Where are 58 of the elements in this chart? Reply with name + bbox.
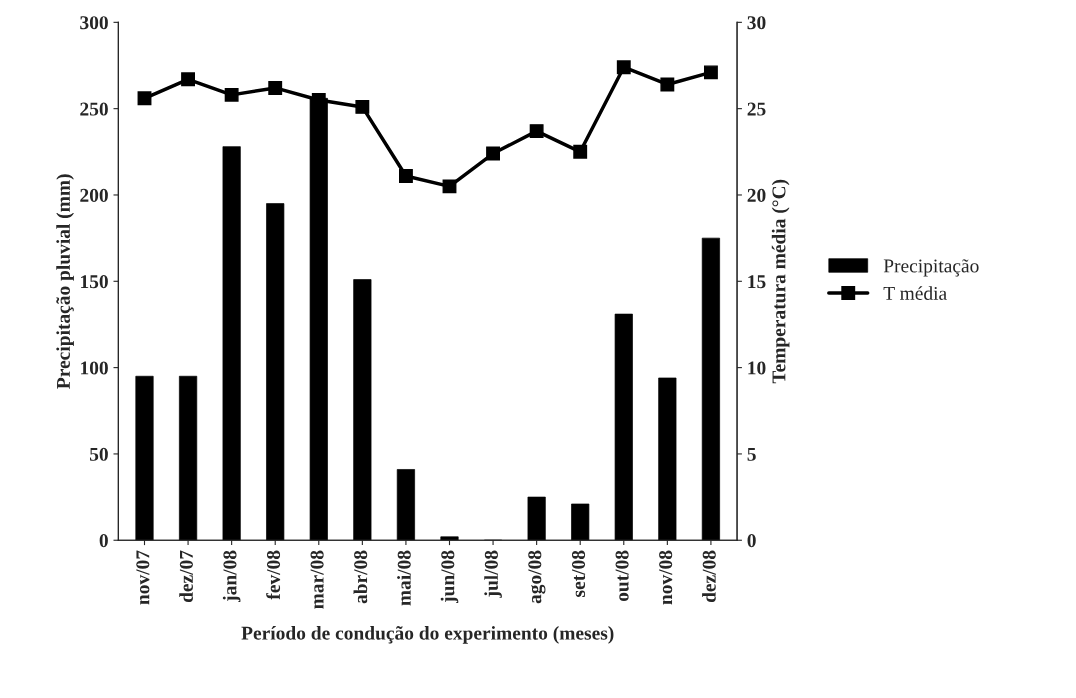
y-tick-label: 200	[80, 188, 108, 202]
y2-tick-label: 30	[747, 16, 766, 30]
x-tick-label: jan/08	[222, 550, 241, 602]
x-tick-label: nov/08	[659, 550, 673, 605]
legend-label: Precipitação	[883, 259, 979, 277]
bar	[135, 375, 154, 541]
y2-tick-label: 5	[747, 447, 756, 461]
y2-tick-label: 25	[747, 102, 766, 116]
bar	[396, 469, 415, 541]
point	[398, 169, 413, 183]
x-axis-title: Período de condução do experimento (meses)	[241, 626, 614, 644]
y2-tick-label: 20	[747, 188, 766, 202]
x-tick-label: fev/08	[266, 550, 281, 600]
bar	[658, 377, 677, 541]
x-tick-label: abr/08	[353, 550, 368, 604]
y-axis-title: Precipitação pluvial (mm)	[56, 174, 74, 389]
point	[355, 99, 370, 114]
x-tick-label: mar/08	[310, 550, 324, 609]
y2-tick-label: 0	[747, 534, 756, 548]
bar	[179, 375, 198, 541]
bar	[527, 496, 546, 541]
point	[224, 87, 239, 102]
x-tick-label: dez/08	[702, 550, 716, 603]
y-tick-label: 250	[80, 102, 108, 116]
y2-axis-title: Temperatura média (°C)	[771, 179, 790, 384]
y2-tick-label: 10	[748, 361, 766, 375]
point	[268, 80, 283, 95]
bar	[440, 536, 459, 541]
legend-label: T média	[883, 286, 947, 300]
bar	[353, 279, 372, 541]
point	[573, 144, 588, 159]
x-tick-label: dez/07	[179, 550, 193, 603]
point	[486, 146, 501, 161]
point	[703, 65, 718, 80]
y-tick-label: 50	[89, 447, 108, 461]
y2-tick-label: 15	[748, 275, 766, 289]
x-tick-label: set/08	[571, 550, 586, 597]
y-tick-label: 100	[81, 361, 108, 375]
point	[660, 77, 675, 92]
bar	[571, 503, 590, 541]
point	[529, 124, 544, 139]
point	[616, 60, 631, 75]
y-tick-label: 300	[80, 16, 108, 30]
x-tick-label: nov/07	[136, 550, 150, 605]
x-tick-label: mai/08	[397, 550, 411, 606]
x-tick-label: jul/08	[484, 550, 502, 598]
y-tick-label: 0	[99, 534, 108, 548]
bar	[222, 146, 241, 541]
bar	[614, 313, 633, 541]
x-tick-label: ago/08	[528, 550, 546, 604]
point	[442, 179, 457, 194]
y-tick-label: 150	[81, 275, 108, 289]
x-tick-label: out/08	[615, 550, 629, 602]
point	[137, 91, 152, 106]
x-tick-label: jun/08	[440, 550, 459, 604]
point	[181, 72, 196, 87]
bar	[701, 237, 720, 541]
bar	[266, 203, 285, 541]
